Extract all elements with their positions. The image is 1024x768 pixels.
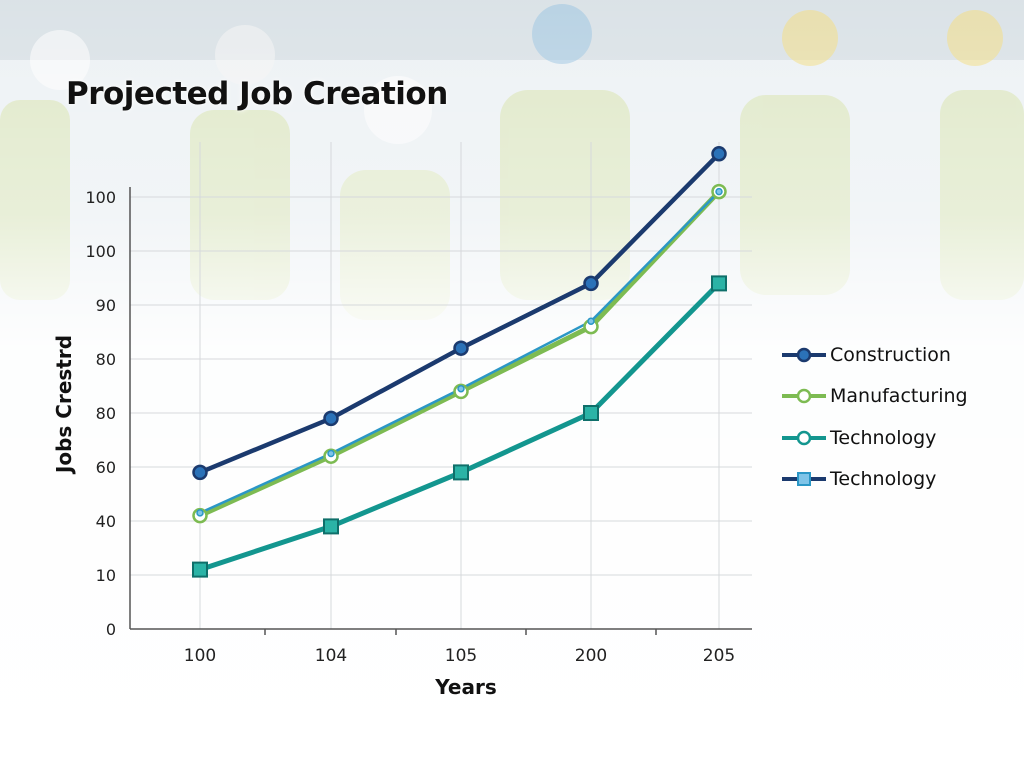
y-tick-label: 90: [96, 296, 116, 315]
y-tick-label: 80: [96, 404, 116, 423]
data-point-technology-teal: [453, 464, 469, 481]
data-point-construction: [192, 464, 208, 481]
data-point-technology-blue: [587, 317, 595, 325]
legend-swatch-technology-teal: [782, 430, 826, 445]
y-tick-label: 100: [85, 188, 116, 207]
legend-item-technology-teal: Technology: [782, 417, 968, 459]
data-point-construction: [583, 275, 599, 292]
y-axis-title: Jobs Crestrd: [52, 335, 76, 475]
y-tick-label: 100: [85, 242, 116, 261]
data-point-technology-teal: [583, 405, 599, 421]
data-point-technology-blue: [327, 449, 335, 458]
y-tick-label: 10: [96, 566, 116, 585]
data-point-technology-teal: [323, 518, 339, 535]
legend-swatch-construction: [782, 347, 826, 362]
legend-item-manufacturing: Manufacturing: [782, 376, 968, 418]
legend-label-manufacturing: Manufacturing: [830, 385, 968, 408]
chart-legend: Construction Manufacturing Technology Te…: [782, 334, 968, 500]
data-point-technology-blue: [196, 509, 204, 517]
legend-label-construction: Construction: [830, 343, 951, 366]
legend-item-construction: Construction: [782, 334, 968, 376]
data-point-technology-blue: [715, 187, 723, 196]
y-tick-label: 0: [106, 620, 116, 639]
legend-swatch-technology-blue: [782, 472, 826, 487]
y-tick-label: 80: [96, 350, 116, 369]
data-point-construction: [323, 410, 339, 427]
data-point-construction: [711, 146, 727, 162]
x-tick-label: 105: [445, 646, 477, 666]
x-tick-label: 200: [575, 646, 607, 666]
data-point-technology-blue: [457, 384, 465, 393]
legend-swatch-manufacturing: [782, 389, 826, 404]
x-tick-label: 205: [703, 646, 735, 666]
y-tick-label: 60: [96, 458, 116, 477]
x-tick-label: 100: [184, 646, 216, 666]
data-point-construction: [453, 340, 469, 356]
legend-label-technology-teal: Technology: [830, 426, 937, 449]
x-axis-title: Years: [434, 675, 496, 699]
data-point-technology-teal: [711, 275, 727, 292]
chart-title: Projected Job Creation: [66, 76, 448, 112]
series-line-0: [197, 151, 722, 475]
y-tick-label: 40: [96, 512, 116, 531]
legend-label-technology-blue: Technology: [830, 468, 937, 491]
series-line-2: [197, 280, 722, 573]
data-point-technology-teal: [192, 561, 208, 578]
legend-item-technology-blue: Technology: [782, 459, 968, 501]
x-tick-label: 104: [315, 646, 347, 666]
